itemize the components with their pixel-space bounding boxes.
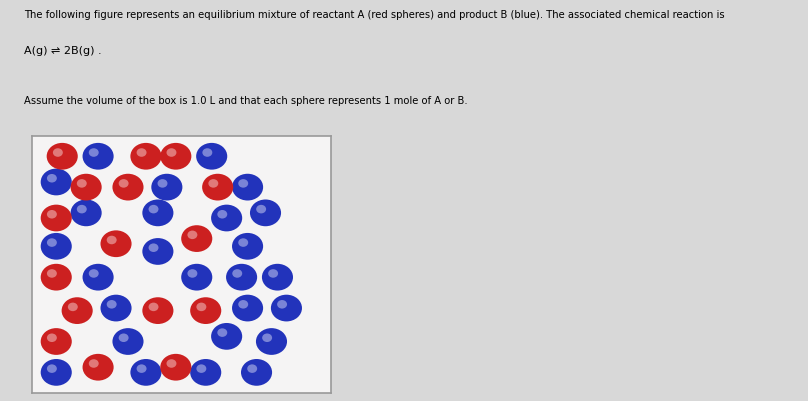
Circle shape [232,174,263,201]
Circle shape [40,328,72,355]
Circle shape [82,144,114,170]
Circle shape [77,180,86,188]
Circle shape [82,354,114,381]
Circle shape [77,205,86,214]
Circle shape [47,174,57,183]
Circle shape [181,264,213,291]
Circle shape [112,328,144,355]
Circle shape [137,149,146,158]
Circle shape [100,295,132,322]
Circle shape [142,239,174,265]
Circle shape [271,295,302,322]
Circle shape [107,300,116,309]
Text: A(g) ⇌ 2B(g) .: A(g) ⇌ 2B(g) . [24,46,102,56]
Circle shape [130,144,162,170]
Circle shape [181,226,213,252]
Circle shape [232,269,242,278]
Circle shape [187,269,197,278]
Circle shape [262,264,293,291]
Circle shape [47,211,57,219]
Circle shape [190,359,221,386]
Circle shape [149,244,158,252]
Circle shape [137,365,146,373]
Circle shape [47,365,57,373]
Circle shape [100,231,132,257]
Circle shape [211,323,242,350]
Circle shape [232,233,263,260]
Circle shape [166,149,176,158]
Circle shape [68,303,78,312]
Circle shape [47,334,57,342]
Circle shape [151,174,183,201]
Circle shape [211,205,242,232]
Circle shape [149,303,158,312]
Circle shape [149,205,158,214]
Circle shape [47,269,57,278]
Circle shape [40,359,72,386]
Circle shape [158,180,167,188]
Circle shape [262,334,272,342]
Circle shape [47,144,78,170]
Text: Assume the volume of the box is 1.0 L and that each sphere represents 1 mole of : Assume the volume of the box is 1.0 L an… [24,96,468,106]
Circle shape [119,180,128,188]
Circle shape [112,174,144,201]
Circle shape [202,149,213,158]
Circle shape [40,205,72,232]
Circle shape [47,239,57,247]
Circle shape [217,211,227,219]
Circle shape [70,174,102,201]
Circle shape [208,180,218,188]
Circle shape [196,144,227,170]
Circle shape [247,365,257,373]
Circle shape [82,264,114,291]
Circle shape [241,359,272,386]
Circle shape [166,359,176,368]
Circle shape [187,231,197,239]
Circle shape [89,269,99,278]
Circle shape [40,169,72,196]
Circle shape [256,205,266,214]
Circle shape [238,239,248,247]
Circle shape [196,365,206,373]
Circle shape [53,149,63,158]
Circle shape [160,354,191,381]
Circle shape [142,298,174,324]
Circle shape [232,295,263,322]
Circle shape [277,300,287,309]
Circle shape [40,264,72,291]
Circle shape [61,298,93,324]
Circle shape [217,328,227,337]
Circle shape [202,174,234,201]
Text: The following figure represents an equilibrium mixture of reactant A (red sphere: The following figure represents an equil… [24,10,725,20]
Circle shape [196,303,206,312]
Circle shape [190,298,221,324]
Circle shape [160,144,191,170]
Circle shape [119,334,128,342]
Circle shape [107,236,116,245]
Circle shape [142,200,174,227]
Circle shape [226,264,257,291]
Circle shape [130,359,162,386]
Circle shape [238,300,248,309]
Circle shape [268,269,278,278]
Circle shape [250,200,281,227]
Circle shape [238,180,248,188]
Circle shape [89,359,99,368]
Circle shape [40,233,72,260]
Circle shape [89,149,99,158]
Circle shape [70,200,102,227]
Circle shape [256,328,287,355]
